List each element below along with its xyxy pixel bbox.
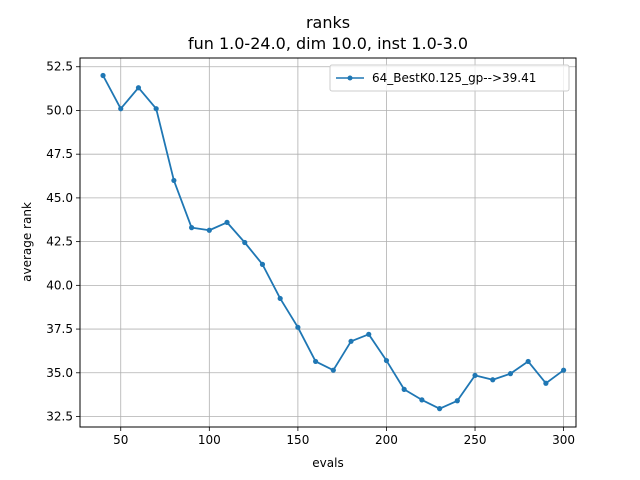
- y-tick-label: 52.5: [46, 60, 73, 74]
- x-tick-label: 150: [286, 433, 309, 447]
- data-point: [313, 358, 319, 365]
- y-tick-label: 35.0: [46, 366, 73, 380]
- data-point: [171, 177, 177, 184]
- data-point: [224, 219, 230, 225]
- x-axis-label: evals: [312, 456, 343, 470]
- axis-ticks: 50 100 150 200 250 300 32.5 35.0 37.5 40.0 42.5 45.…: [46, 60, 575, 447]
- y-tick-label: 40.0: [46, 278, 73, 292]
- y-tick-label: 37.5: [46, 322, 73, 336]
- data-point: [189, 225, 195, 231]
- data-point: [206, 227, 212, 233]
- x-tick-label: 300: [552, 433, 575, 447]
- data-point: [366, 331, 372, 337]
- data-point: [277, 295, 283, 302]
- legend-box: [329, 64, 570, 92]
- y-tick-label: 47.5: [46, 147, 73, 161]
- y-tick-label: 32.5: [46, 410, 73, 424]
- data-point: [118, 106, 124, 112]
- data-point: [543, 380, 549, 386]
- legend-series-label: 64_BestK0.125_gp-->39.41: [372, 71, 536, 85]
- data-point: [242, 239, 248, 246]
- data-point: [419, 397, 425, 403]
- y-tick-label: 45.0: [46, 191, 73, 205]
- y-tick-label: 50.0: [46, 103, 73, 117]
- series-layer: [100, 72, 567, 412]
- data-point: [348, 338, 354, 344]
- data-point: [490, 377, 496, 383]
- x-tick-label: 250: [464, 433, 487, 447]
- y-tick-label: 42.5: [46, 235, 73, 249]
- data-point: [401, 386, 407, 393]
- data-point: [472, 372, 478, 379]
- data-point: [330, 367, 336, 373]
- data-point: [100, 72, 106, 79]
- legend: 64_BestK0.125_gp-->39.41: [329, 64, 570, 92]
- data-point: [135, 85, 142, 91]
- data-point: [561, 367, 567, 373]
- x-tick-label: 100: [198, 433, 221, 447]
- chart-title: ranks: [306, 13, 350, 32]
- plot-frame: [79, 57, 577, 428]
- data-point: [437, 406, 443, 412]
- y-axis-label: average rank: [20, 202, 34, 282]
- data-point: [383, 357, 390, 364]
- data-point: [295, 324, 301, 330]
- series-line: [102, 75, 565, 410]
- data-point: [259, 261, 266, 267]
- data-point: [153, 106, 159, 112]
- x-tick-label: 50: [113, 433, 128, 447]
- data-point: [507, 371, 514, 377]
- chart-subtitle: fun 1.0-24.0, dim 10.0, inst 1.0-3.0: [188, 34, 468, 53]
- data-point: [454, 398, 460, 404]
- data-point: [525, 358, 531, 365]
- grid-lines: [80, 58, 576, 427]
- x-tick-label: 200: [375, 433, 398, 447]
- legend-marker-swatch: [347, 75, 353, 81]
